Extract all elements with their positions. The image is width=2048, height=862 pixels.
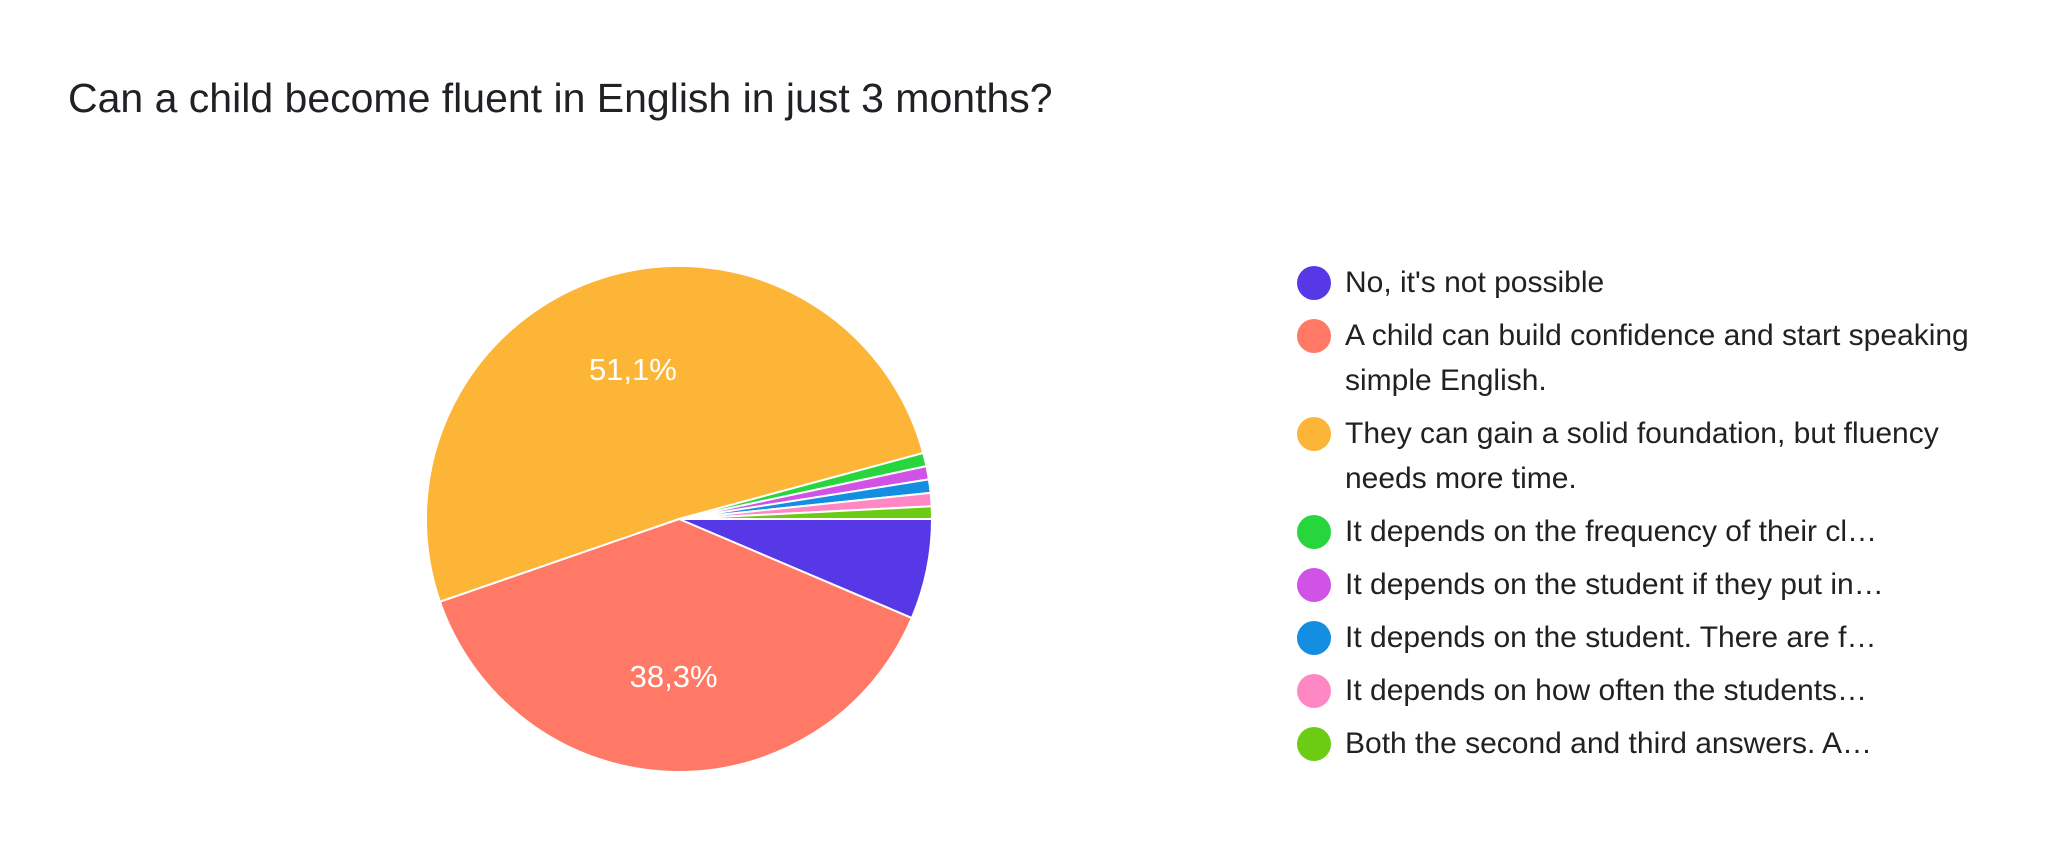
- legend-item-5[interactable]: It depends on the student if they put in…: [1297, 562, 1987, 607]
- legend-swatch-2: [1297, 319, 1331, 353]
- legend-label-4: It depends on the frequency of their cl…: [1345, 515, 1877, 548]
- legend-swatch-8: [1297, 727, 1331, 761]
- pie-slice-2[interactable]: [438, 517, 914, 773]
- legend-item-6[interactable]: It depends on the student. There are f…: [1297, 615, 1987, 660]
- slice-data-label-3: 51,1%: [589, 352, 677, 387]
- legend-swatch-7: [1297, 674, 1331, 708]
- legend-label-5: It depends on the student if they put in…: [1345, 568, 1884, 601]
- legend-item-3[interactable]: They can gain a solid foundation, but fl…: [1297, 411, 1987, 501]
- legend-label-2: A child can build confidence and start s…: [1345, 319, 1969, 397]
- legend-swatch-5: [1297, 568, 1331, 602]
- chart-title: Can a child become fluent in English in …: [68, 75, 1053, 121]
- legend-item-7[interactable]: It depends on how often the students…: [1297, 668, 1987, 713]
- pie-slice-3[interactable]: [425, 264, 925, 603]
- legend-swatch-6: [1297, 621, 1331, 655]
- legend-label-7: It depends on how often the students…: [1345, 674, 1868, 707]
- legend-item-8[interactable]: Both the second and third answers. A…: [1297, 721, 1987, 766]
- legend-item-2[interactable]: A child can build confidence and start s…: [1297, 313, 1987, 403]
- legend-swatch-3: [1297, 417, 1331, 451]
- chart-legend: No, it's not possible A child can build c…: [1297, 260, 1987, 774]
- legend-item-1[interactable]: No, it's not possible: [1297, 260, 1987, 305]
- legend-swatch-4: [1297, 515, 1331, 549]
- legend-swatch-1: [1297, 266, 1331, 300]
- legend-item-4[interactable]: It depends on the frequency of their cl…: [1297, 509, 1987, 554]
- legend-label-3: They can gain a solid foundation, but fl…: [1345, 417, 1939, 495]
- legend-label-1: No, it's not possible: [1345, 266, 1605, 299]
- legend-label-6: It depends on the student. There are f…: [1345, 621, 1877, 654]
- slice-data-label-2: 38,3%: [630, 659, 718, 694]
- pie-slice-8[interactable]: [678, 505, 934, 520]
- legend-label-8: Both the second and third answers. A…: [1345, 727, 1872, 760]
